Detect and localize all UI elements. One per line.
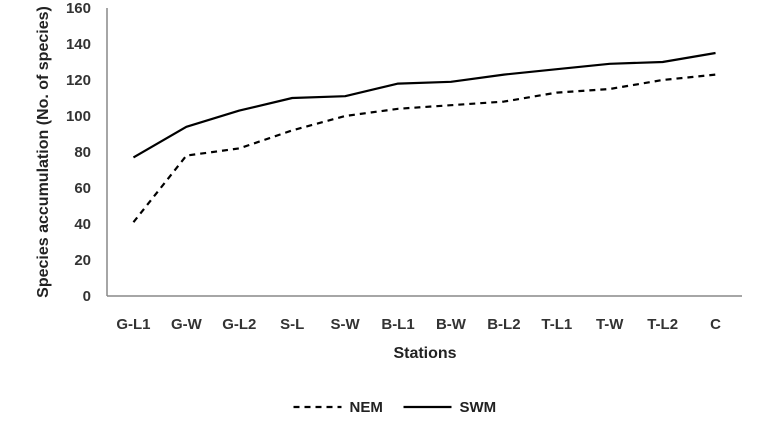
legend-label-nem: NEM — [350, 399, 383, 416]
y-tick-label: 120 — [66, 72, 91, 89]
y-tick-label: 100 — [66, 108, 91, 125]
x-tick-label: T-L1 — [541, 316, 572, 333]
y-axis-title: Species accumulation (No. of species) — [35, 6, 52, 298]
series-line-swm — [132, 51, 716, 159]
x-axis-ticks: G-L1 G-W G-L2 S-L S-W B-L1 B-W B-L2 T-L1 T-W T-L2 C — [116, 316, 721, 333]
x-tick-label: B-L1 — [381, 316, 414, 333]
series-line-nem — [132, 73, 716, 223]
y-tick-label: 60 — [74, 180, 91, 197]
x-axis-title: Stations — [393, 345, 456, 362]
legend: NEM SWM — [293, 399, 497, 416]
x-tick-label: B-L2 — [487, 316, 520, 333]
y-tick-label: 0 — [83, 288, 91, 305]
y-tick-label: 160 — [66, 0, 91, 17]
y-tick-label: 140 — [66, 36, 91, 53]
x-tick-label: S-W — [331, 316, 361, 333]
x-tick-label: S-L — [280, 316, 304, 333]
y-tick-label: 20 — [74, 252, 91, 269]
x-tick-label: C — [710, 316, 721, 333]
x-tick-label: B-W — [436, 316, 467, 333]
x-tick-label: T-W — [596, 316, 624, 333]
series-layer — [132, 51, 716, 223]
y-tick-label: 40 — [74, 216, 91, 233]
legend-label-swm: SWM — [460, 399, 497, 416]
x-tick-label: G-W — [171, 316, 203, 333]
y-axis-ticks: 0 20 40 60 80 100 120 140 160 — [66, 0, 91, 305]
x-tick-label: G-L2 — [222, 316, 256, 333]
y-tick-label: 80 — [74, 144, 91, 161]
x-tick-label: G-L1 — [116, 316, 150, 333]
x-tick-label: T-L2 — [647, 316, 678, 333]
